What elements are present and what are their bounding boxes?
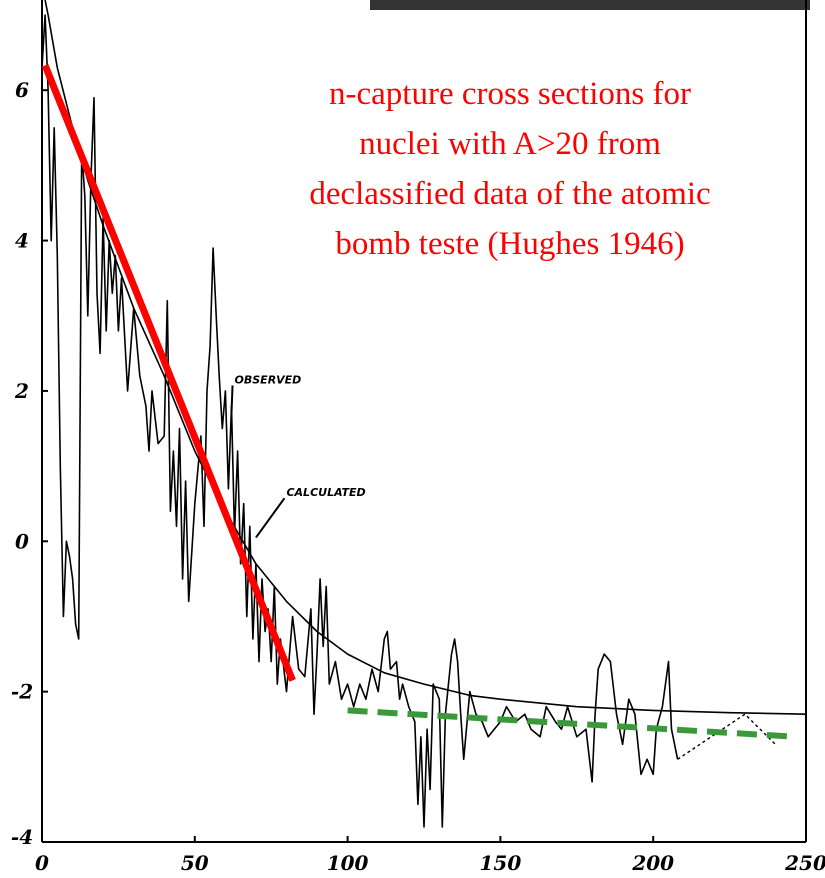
y-tick-label: 4	[15, 229, 29, 253]
photo-strip	[370, 0, 810, 10]
x-tick-label: 200	[631, 851, 674, 875]
x-tick-label: 250	[784, 851, 825, 875]
y-tick-label: -4	[11, 825, 33, 849]
chart-title: bomb teste (Hughes 1946)	[335, 226, 684, 262]
x-tick-label: 50	[181, 851, 209, 875]
annotation-arrow	[231, 385, 232, 413]
annotation: CALCULATED	[286, 486, 365, 499]
chart-title: declassified data of the atomic	[309, 176, 710, 212]
x-tick-label: 100	[327, 851, 369, 875]
y-tick-label: 2	[14, 379, 29, 403]
chart-title: nuclei with A>20 from	[359, 126, 661, 162]
chart: 6420-2-4050100150200250OBSERVEDCALCULATE…	[0, 0, 825, 878]
y-tick-label: 6	[15, 78, 29, 102]
chart-title: n-capture cross sections for	[329, 76, 691, 112]
y-tick-label: -2	[11, 680, 33, 704]
annotation: OBSERVED	[235, 373, 302, 386]
series-line	[678, 714, 776, 759]
y-tick-label: 0	[15, 529, 29, 553]
x-tick-label: 150	[480, 851, 522, 875]
x-tick-label: 0	[35, 851, 49, 875]
annotation-arrow	[256, 498, 285, 537]
